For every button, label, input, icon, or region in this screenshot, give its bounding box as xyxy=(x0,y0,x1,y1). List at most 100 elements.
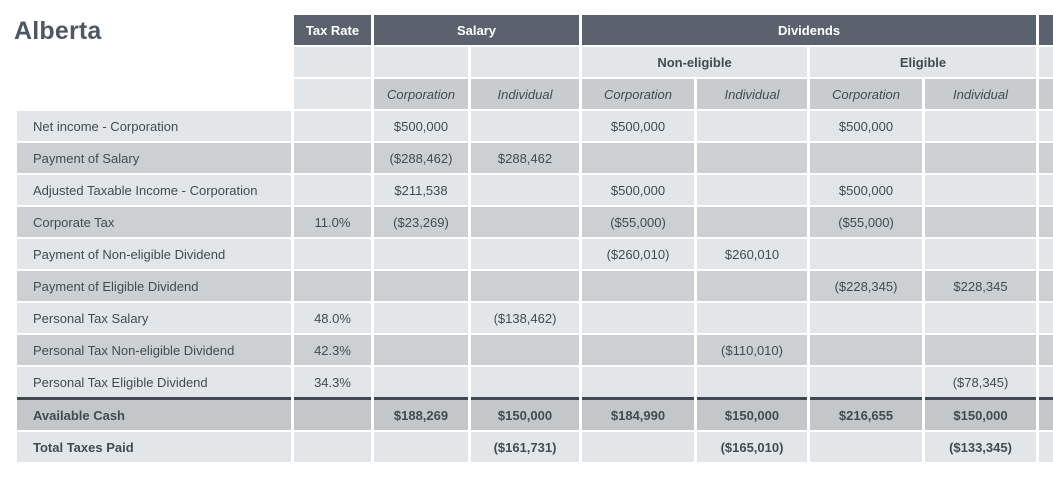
cell-salary-individual xyxy=(467,205,583,239)
cell-eligible-corporation xyxy=(807,430,926,464)
header-noneligible-corporation: Corporation xyxy=(579,77,698,111)
cell-tax-rate xyxy=(291,237,374,271)
header-blank-cell xyxy=(14,77,294,111)
cell-eligible-corporation: $500,000 xyxy=(807,109,926,143)
table-row: Available Cash $188,269 $150,000 $184,99… xyxy=(14,397,1053,432)
header-entity-row: Corporation Individual Corporation Indiv… xyxy=(14,77,1053,111)
table-row: Net income - Corporation $500,000 $500,0… xyxy=(14,109,1053,143)
cell-eligible-individual xyxy=(922,237,1040,271)
tax-comparison-table: Tax Rate Salary Dividends Non-eligible E… xyxy=(14,13,1053,464)
cell-eligible-individual xyxy=(922,109,1040,143)
header-salary-individual: Individual xyxy=(467,77,583,111)
table-row: Personal Tax Salary 48.0% ($138,462) xyxy=(14,301,1053,335)
cell-overflow xyxy=(1036,365,1053,400)
cell-salary-corporation xyxy=(371,237,471,271)
cell-salary-individual xyxy=(467,269,583,303)
header-salary: Salary xyxy=(370,13,583,47)
cell-salary-corporation xyxy=(371,430,471,464)
cell-tax-rate: 11.0% xyxy=(291,205,374,239)
cell-tax-rate xyxy=(291,269,374,303)
cell-overflow xyxy=(1036,237,1053,271)
table-row: Payment of Eligible Dividend ($228,345) … xyxy=(14,269,1053,303)
cell-salary-corporation xyxy=(371,333,471,367)
cell-overflow xyxy=(1036,205,1053,239)
cell-salary-corporation: ($288,462) xyxy=(371,141,471,175)
cell-overflow xyxy=(1036,109,1053,143)
table-row: Payment of Non-eligible Dividend ($260,0… xyxy=(14,237,1053,271)
cell-salary-individual xyxy=(467,365,583,400)
header-eligible-individual: Individual xyxy=(922,77,1040,111)
cell-noneligible-corporation: ($55,000) xyxy=(579,205,698,239)
cell-tax-rate xyxy=(291,173,374,207)
header-blank-cell xyxy=(14,45,294,79)
header-noneligible-individual: Individual xyxy=(694,77,811,111)
cell-eligible-corporation xyxy=(807,141,926,175)
header-blank-cell xyxy=(14,13,294,47)
cell-salary-corporation xyxy=(371,365,471,400)
cell-noneligible-corporation xyxy=(579,301,698,335)
cell-noneligible-individual xyxy=(694,301,811,335)
cell-salary-individual: ($138,462) xyxy=(467,301,583,335)
cell-eligible-individual xyxy=(922,141,1040,175)
cell-noneligible-individual xyxy=(694,269,811,303)
table-row: Payment of Salary ($288,462) $288,462 xyxy=(14,141,1053,175)
cell-overflow xyxy=(1036,269,1053,303)
cell-eligible-individual: ($133,345) xyxy=(922,430,1040,464)
cell-salary-individual: $288,462 xyxy=(467,141,583,175)
cell-noneligible-corporation: $500,000 xyxy=(579,109,698,143)
cell-noneligible-individual: $150,000 xyxy=(694,397,811,432)
cell-noneligible-corporation xyxy=(579,365,698,400)
row-label: Total Taxes Paid xyxy=(14,430,294,464)
table-row: Adjusted Taxable Income - Corporation $2… xyxy=(14,173,1053,207)
page-title: Alberta xyxy=(14,17,102,45)
cell-salary-corporation xyxy=(371,301,471,335)
row-label: Personal Tax Non-eligible Dividend xyxy=(14,333,294,367)
header-empty-cell xyxy=(291,77,374,111)
cell-eligible-individual xyxy=(922,205,1040,239)
cell-noneligible-corporation xyxy=(579,333,698,367)
cell-noneligible-individual xyxy=(694,173,811,207)
header-empty-cell xyxy=(467,45,583,79)
table-row: Personal Tax Non-eligible Dividend 42.3%… xyxy=(14,333,1053,367)
cell-overflow xyxy=(1036,397,1053,432)
cell-eligible-individual xyxy=(922,333,1040,367)
row-label: Payment of Non-eligible Dividend xyxy=(14,237,294,271)
cell-noneligible-corporation: $184,990 xyxy=(579,397,698,432)
cell-eligible-corporation: ($228,345) xyxy=(807,269,926,303)
row-label: Adjusted Taxable Income - Corporation xyxy=(14,173,294,207)
cell-overflow xyxy=(1036,430,1053,464)
table-row: Corporate Tax 11.0% ($23,269) ($55,000) … xyxy=(14,205,1053,239)
cell-salary-individual: ($161,731) xyxy=(467,430,583,464)
cell-eligible-corporation: ($55,000) xyxy=(807,205,926,239)
cell-eligible-individual xyxy=(922,173,1040,207)
cell-salary-corporation xyxy=(371,269,471,303)
cell-salary-corporation: ($23,269) xyxy=(371,205,471,239)
cell-salary-corporation: $500,000 xyxy=(371,109,471,143)
header-salary-corporation: Corporation xyxy=(371,77,471,111)
header-non-eligible: Non-eligible xyxy=(579,45,811,79)
table-row: Personal Tax Eligible Dividend 34.3% ($7… xyxy=(14,365,1053,400)
cell-noneligible-corporation xyxy=(579,430,698,464)
header-overflow-cell xyxy=(1036,45,1053,79)
cell-salary-individual: $150,000 xyxy=(467,397,583,432)
header-overflow-cell xyxy=(1036,13,1053,47)
cell-tax-rate: 42.3% xyxy=(291,333,374,367)
header-subgroup-row: Non-eligible Eligible xyxy=(14,45,1053,79)
cell-noneligible-individual xyxy=(694,109,811,143)
row-label: Corporate Tax xyxy=(14,205,294,239)
cell-noneligible-corporation: ($260,010) xyxy=(579,237,698,271)
header-dividends: Dividends xyxy=(579,13,1040,47)
cell-noneligible-individual xyxy=(694,205,811,239)
header-tax-rate: Tax Rate xyxy=(291,13,374,47)
header-overflow-cell xyxy=(1036,77,1053,111)
cell-eligible-corporation xyxy=(807,237,926,271)
cell-tax-rate xyxy=(291,141,374,175)
cell-noneligible-individual: ($165,010) xyxy=(694,430,811,464)
cell-tax-rate xyxy=(291,397,374,432)
cell-salary-individual xyxy=(467,333,583,367)
row-label: Payment of Eligible Dividend xyxy=(14,269,294,303)
cell-eligible-corporation: $500,000 xyxy=(807,173,926,207)
cell-eligible-individual: ($78,345) xyxy=(922,365,1040,400)
cell-tax-rate xyxy=(291,109,374,143)
cell-salary-corporation: $211,538 xyxy=(371,173,471,207)
